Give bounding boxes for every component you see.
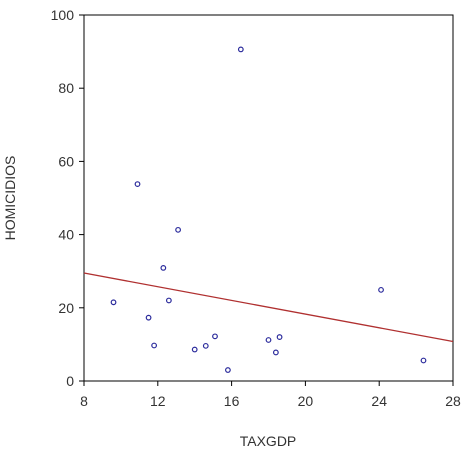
regression-line [83, 272, 454, 343]
x-tick-label: 8 [80, 393, 88, 409]
data-point [237, 46, 244, 53]
data-point [202, 342, 209, 349]
y-tick-label: 40 [58, 227, 74, 243]
fit-line-layer [83, 272, 454, 343]
y-axis-title: HOMICIDIOS [2, 156, 18, 241]
data-point [175, 226, 181, 233]
data-point [212, 333, 218, 340]
data-point [378, 286, 384, 293]
y-tick-label: 60 [58, 153, 74, 169]
data-point [420, 357, 427, 364]
data-point [265, 337, 272, 343]
x-tick-label: 20 [298, 393, 314, 409]
data-point [165, 297, 172, 304]
data-point [145, 314, 152, 321]
x-tick-label: 12 [150, 393, 166, 409]
x-tick-label: 16 [224, 393, 240, 409]
y-axis: 0 20 40 60 80 100 [51, 7, 84, 389]
data-points [110, 46, 427, 373]
x-tick-label: 24 [371, 393, 387, 409]
y-tick-label: 20 [58, 300, 74, 316]
data-point [134, 181, 141, 187]
data-point [225, 367, 231, 373]
data-point [110, 299, 117, 306]
y-tick-label: 100 [51, 7, 75, 23]
x-axis: 8 12 16 20 24 28 [80, 381, 461, 409]
data-point [272, 349, 279, 356]
plot-frame [83, 14, 454, 382]
x-tick-label: 28 [445, 393, 461, 409]
data-point [160, 265, 167, 271]
data-point [276, 334, 283, 340]
x-axis-title: TAXGDP [240, 433, 297, 449]
y-tick-label: 0 [66, 373, 74, 389]
data-point [191, 346, 198, 353]
data-point [151, 342, 158, 349]
y-tick-label: 80 [58, 80, 74, 96]
